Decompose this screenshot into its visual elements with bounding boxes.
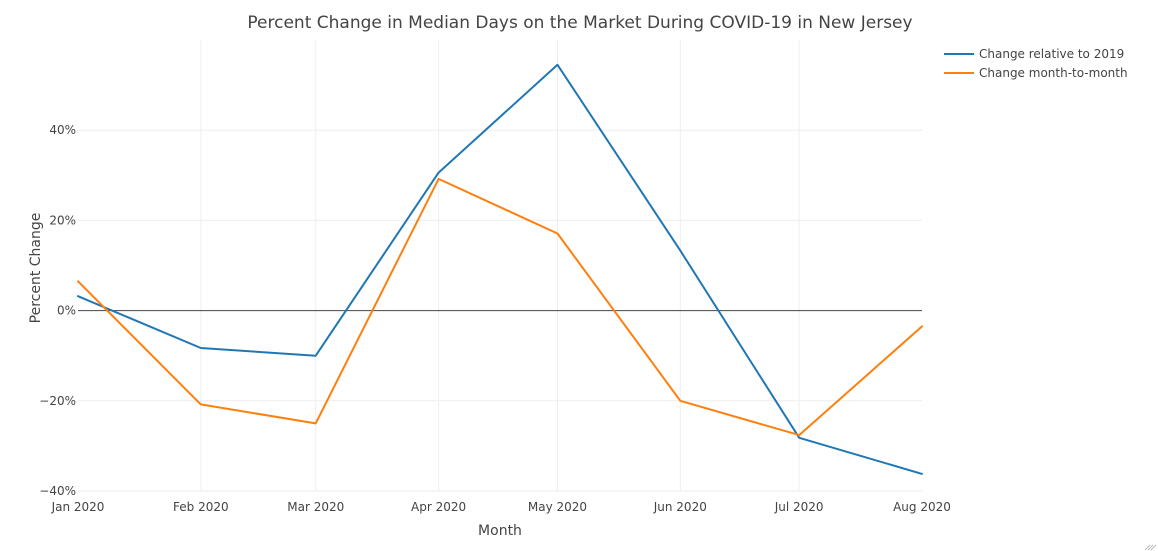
y-axis-ticks: −40% −20% 0% 20% 40% <box>39 123 76 498</box>
y-tick-label: 40% <box>49 123 76 137</box>
x-axis-title: Month <box>478 523 522 539</box>
x-tick-label: Apr 2020 <box>411 500 466 514</box>
x-tick-label: Mar 2020 <box>287 500 344 514</box>
chart-title: Percent Change in Median Days on the Mar… <box>247 13 912 33</box>
x-tick-label: Aug 2020 <box>893 500 951 514</box>
y-tick-label: −20% <box>39 394 76 408</box>
x-tick-label: May 2020 <box>528 500 587 514</box>
y-axis-title: Percent Change <box>28 213 44 324</box>
series-layer <box>77 63 923 475</box>
legend[interactable]: Change relative to 2019 Change month-to-m… <box>944 47 1128 80</box>
x-tick-label: Jul 2020 <box>774 500 824 514</box>
legend-label: Change relative to 2019 <box>979 47 1124 61</box>
series-line-1[interactable] <box>77 63 923 475</box>
y-tick-label: 20% <box>49 213 76 227</box>
x-tick-label: Jan 2020 <box>51 500 105 514</box>
legend-item-2[interactable]: Change month-to-month <box>944 66 1128 80</box>
y-tick-label: −40% <box>39 484 76 498</box>
grid-lines <box>78 40 922 492</box>
legend-label: Change month-to-month <box>979 66 1128 80</box>
y-tick-label: 0% <box>57 304 76 318</box>
series-line-2[interactable] <box>77 177 923 437</box>
x-tick-label: Feb 2020 <box>173 500 229 514</box>
legend-item-1[interactable]: Change relative to 2019 <box>944 47 1124 61</box>
x-tick-label: Jun 2020 <box>653 500 707 514</box>
resize-handle-icon[interactable] <box>1144 544 1157 551</box>
x-axis-ticks: Jan 2020 Feb 2020 Mar 2020 Apr 2020 May 2020… <box>51 500 951 514</box>
